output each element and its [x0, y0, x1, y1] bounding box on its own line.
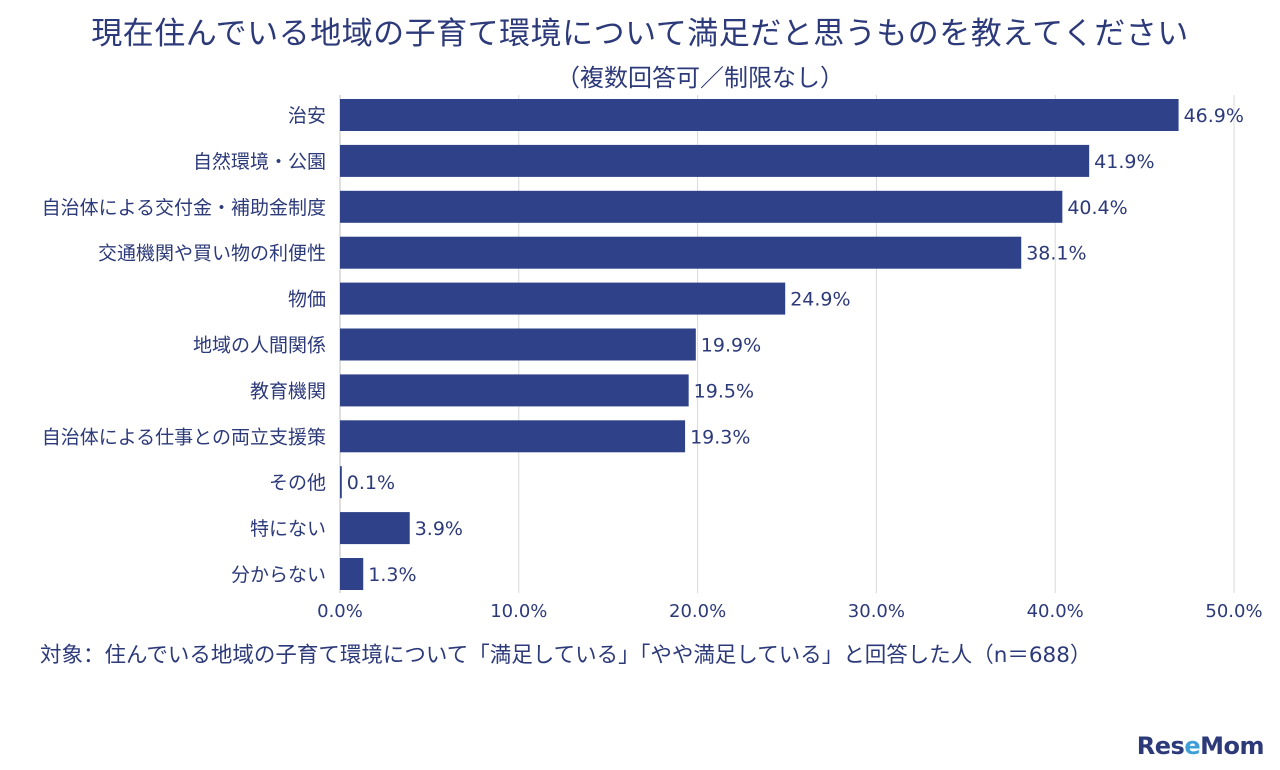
value-label: 0.1%	[347, 472, 395, 494]
bar	[340, 328, 696, 361]
x-tick-label: 50.0%	[1205, 601, 1262, 622]
category-label: 特にない	[250, 518, 326, 540]
category-label: 自然環境・公園	[193, 151, 326, 173]
survey-note: 対象：住んでいる地域の子育て環境について「満足している」「やや満足している」と回…	[40, 643, 1092, 668]
category-label: 自治体による交付金・補助金制度	[42, 197, 326, 219]
x-tick-label: 0.0%	[317, 601, 363, 622]
x-tick-label: 40.0%	[1027, 601, 1084, 622]
value-label: 24.9%	[790, 289, 850, 311]
bar	[340, 558, 364, 590]
category-label: 分からない	[231, 564, 326, 586]
chart-subtitle: （複数回答可／制限なし）	[556, 64, 844, 92]
value-label: 41.9%	[1094, 151, 1154, 173]
bar	[340, 190, 1063, 223]
bar	[340, 420, 686, 453]
category-label: 交通機関や買い物の利便性	[98, 243, 326, 265]
x-tick-label: 30.0%	[848, 601, 905, 622]
bar	[340, 236, 1022, 269]
value-label: 3.9%	[415, 518, 463, 540]
value-label: 19.5%	[694, 380, 754, 402]
bar	[340, 144, 1090, 177]
category-label: 物価	[288, 289, 326, 311]
bar-chart: 0.0% 10.0% 20.0% 30.0% 40.0% 50.0% 治安 46.9% 自然環境…	[42, 95, 1263, 622]
category-label: 治安	[288, 105, 326, 127]
x-tick-label: 10.0%	[490, 601, 547, 622]
category-label: その他	[269, 472, 326, 494]
value-label: 40.4%	[1067, 197, 1127, 219]
bar	[340, 282, 786, 315]
x-tick-label: 20.0%	[669, 601, 726, 622]
bar	[340, 99, 1179, 131]
value-label: 1.3%	[368, 564, 416, 586]
chart-title: 現在住んでいる地域の子育て環境について満足だと思うものを教えてください	[91, 16, 1189, 52]
category-label: 自治体による仕事との両立支援策	[42, 426, 326, 448]
category-label: 教育機関	[250, 380, 326, 402]
bar	[340, 374, 689, 407]
category-label: 地域の人間関係	[193, 335, 326, 357]
bar	[340, 466, 342, 499]
value-label: 38.1%	[1026, 243, 1086, 265]
resemom-logo: ReseMom	[1136, 732, 1265, 760]
value-label: 46.9%	[1184, 105, 1244, 127]
value-label: 19.9%	[701, 335, 761, 357]
value-label: 19.3%	[690, 426, 750, 448]
bar	[340, 512, 410, 545]
